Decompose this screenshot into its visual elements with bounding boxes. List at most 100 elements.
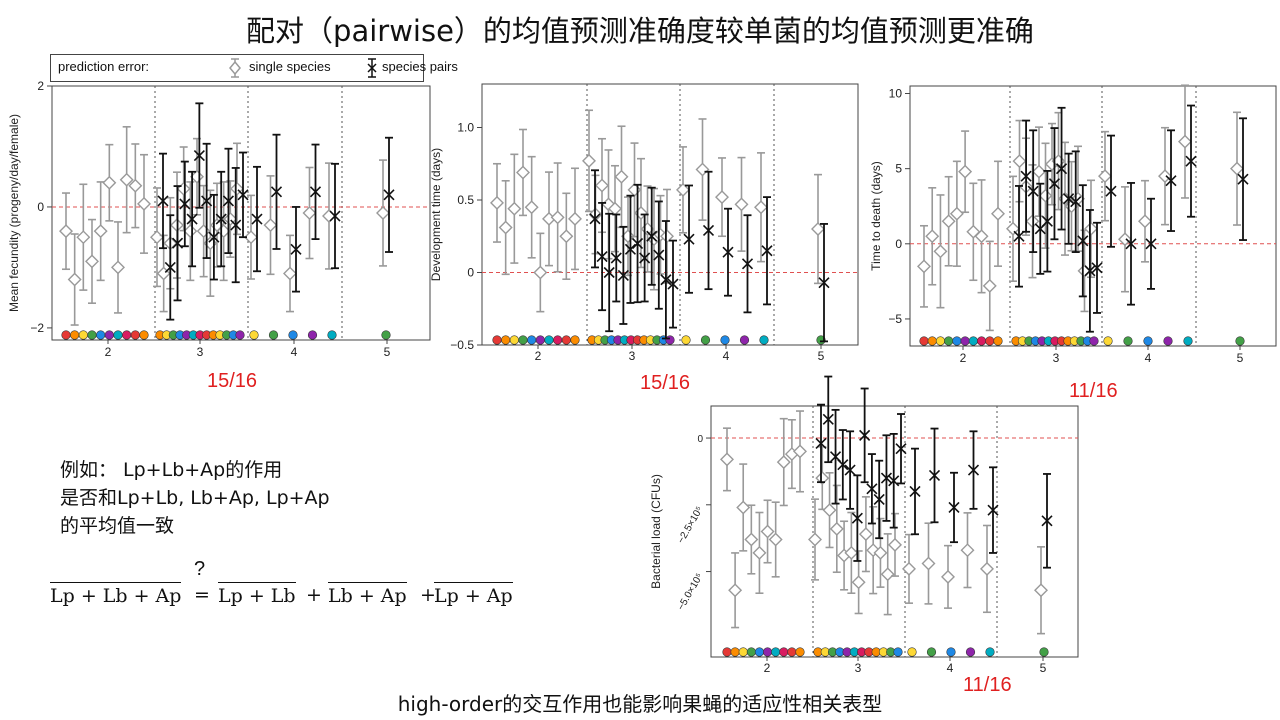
single-species-point [728, 583, 743, 598]
composition-dot [78, 330, 88, 340]
species-pair-point [1125, 238, 1137, 250]
species-pair-point [309, 186, 322, 198]
composition-dot [518, 335, 528, 345]
species-pair-point [1041, 215, 1053, 227]
single-species-point [974, 229, 989, 244]
formula-plus: + [420, 584, 436, 606]
species-pair-point [157, 195, 169, 207]
single-species-point [1034, 583, 1048, 598]
legend-title: prediction error: [58, 59, 150, 74]
chart-panel: 10 5 0 −5 Time to death (days) 2 3 4 5 [869, 84, 1277, 365]
single-species-point [376, 206, 390, 220]
composition-dot [113, 330, 123, 340]
single-species-point [128, 178, 143, 193]
composition-dot [926, 647, 937, 657]
y-tick-label: 2 [37, 79, 44, 93]
formula-term: Lp + Lb [218, 582, 296, 607]
single-species-point [559, 229, 574, 244]
fraction-label-death: 11/16 [1069, 380, 1118, 402]
composition-dot [795, 647, 805, 657]
single-species-point [982, 278, 997, 293]
single-species-point [660, 229, 674, 244]
composition-dot [535, 335, 545, 345]
plot-frame [51, 85, 431, 341]
species-pair-point [741, 258, 754, 270]
composition-dot [738, 647, 748, 657]
single-species-point [76, 230, 91, 245]
single-species-point [1006, 221, 1020, 236]
composition-dot [509, 335, 519, 345]
single-species-point [1038, 188, 1053, 203]
composition-dot [739, 335, 750, 345]
x-tick-label: 4 [723, 349, 730, 363]
species-pair-point [880, 472, 893, 484]
composition-dot [139, 330, 149, 340]
species-pair-point [1185, 155, 1197, 167]
composition-dot [762, 647, 773, 657]
species-pair-point [186, 213, 198, 225]
species-pair-point [653, 249, 665, 261]
single-species-point [752, 545, 767, 560]
species-pair-point [383, 189, 395, 201]
y-tick-label: 0 [37, 200, 44, 214]
single-species-point [102, 175, 117, 190]
composition-dot [1183, 336, 1193, 346]
y-axis-label: Time to death (days) [869, 161, 883, 271]
single-species-point [507, 201, 522, 216]
example-note: 例如： Lp+Lb+Ap的作用 是否和Lp+Lb, Lb+Ap, Lp+Ap 的… [60, 456, 330, 540]
composition-dot [327, 330, 337, 340]
fraction-label-bacterial: 11/16 [963, 674, 1012, 696]
single-species-point [614, 169, 629, 184]
composition-dot [722, 647, 732, 657]
composition-dot [746, 647, 756, 657]
single-species-point [695, 162, 710, 177]
note-line: 例如： Lp+Lb+Ap的作用 [60, 459, 283, 481]
composition-dot [268, 330, 279, 340]
composition-dot [561, 335, 571, 345]
composition-dot [927, 336, 937, 346]
single-species-point [150, 230, 164, 245]
composition-dot [935, 336, 946, 346]
species-pair-point [987, 504, 999, 516]
single-species-point [880, 567, 895, 582]
composition-dot [122, 330, 132, 340]
legend-single-label: single species [249, 59, 331, 74]
single-species-point [119, 172, 134, 187]
composition-dot [985, 336, 995, 346]
composition-dot [96, 330, 106, 340]
formula-term: Lb + Ap [328, 582, 407, 607]
single-species-point [829, 521, 844, 536]
composition-dot [985, 647, 995, 657]
single-species-point [760, 524, 775, 539]
species-pair-point [1027, 185, 1039, 197]
composition-dot [779, 647, 789, 657]
composition-dot [104, 330, 114, 340]
species-pair-point [164, 261, 176, 273]
species-pair-point [866, 483, 878, 495]
species-pair-point [761, 245, 773, 257]
legend-single-marker-icon [229, 58, 241, 78]
note-line: 的平均值一致 [60, 515, 175, 537]
x-tick-label: 3 [855, 661, 862, 675]
species-pair-point [722, 246, 734, 258]
species-pair-point [1048, 178, 1061, 190]
composition-dot [965, 647, 976, 657]
single-species-point [949, 206, 964, 221]
single-species-point [925, 229, 940, 244]
composition-dot [61, 330, 71, 340]
species-pair-point [928, 469, 941, 481]
species-pair-point [251, 213, 263, 225]
species-pair-point [909, 485, 921, 498]
single-species-point [815, 471, 830, 486]
x-tick-label: 4 [1145, 351, 1152, 365]
single-species-point [980, 561, 994, 576]
single-species-point [322, 209, 336, 224]
composition-dot [307, 330, 318, 340]
single-species-point [822, 503, 837, 518]
single-species-point [111, 260, 125, 275]
species-pair-point [596, 250, 608, 263]
single-species-point [244, 230, 258, 245]
y-tick-label: 0 [697, 434, 703, 445]
composition-dot [968, 336, 978, 346]
single-species-point [1032, 164, 1046, 179]
